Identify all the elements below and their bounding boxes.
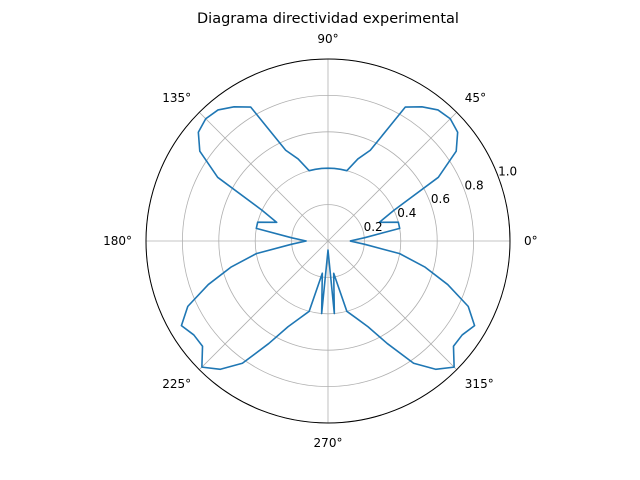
r-tick-label: 0.8 <box>465 178 484 192</box>
theta-tick-label: 135° <box>162 91 191 105</box>
polar-frame <box>145 58 511 424</box>
theta-tick-label: 45° <box>465 91 486 105</box>
theta-gridline-45 <box>327 112 457 242</box>
theta-tick-label: 315° <box>465 377 494 391</box>
r-tick-label: 1.0 <box>498 164 517 178</box>
theta-tick-label: 90° <box>317 32 338 46</box>
r-gridline <box>218 131 438 351</box>
series-line-0 <box>180 106 476 371</box>
chart-title: Diagrama directividad experimental <box>197 11 459 27</box>
theta-tick-label: 270° <box>314 436 343 450</box>
tick-labels: 0° 45° 90° 135° 180° 225° 270° 315° 0.2 0.4 0.6 0.8… <box>103 32 538 450</box>
theta-tick-label: 225° <box>162 377 191 391</box>
r-gridline <box>181 94 475 388</box>
theta-tick-label: 0° <box>524 234 538 248</box>
theta-gridline-225 <box>199 240 329 370</box>
series-layer <box>180 106 476 371</box>
theta-gridline-135 <box>199 112 329 242</box>
theta-gridline-315 <box>327 240 457 370</box>
r-gridline <box>291 204 365 278</box>
r-tick-label: 0.4 <box>397 206 416 220</box>
theta-tick-label: 180° <box>103 234 132 248</box>
polar-grid <box>145 58 511 424</box>
r-tick-label: 0.6 <box>431 192 450 206</box>
r-tick-label: 0.2 <box>364 220 383 234</box>
